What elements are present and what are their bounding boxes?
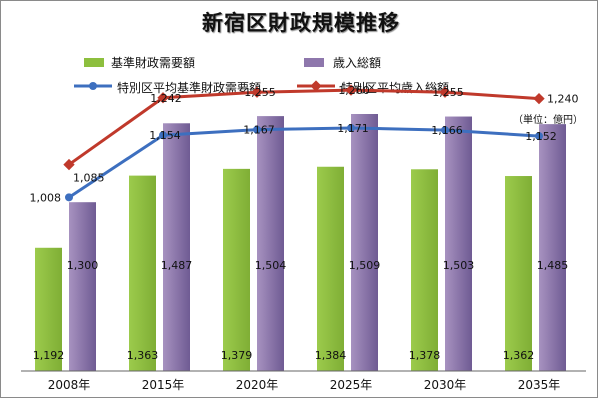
x-tick-label-5: 2030年: [424, 378, 467, 392]
line-label-2-4: 1,260: [338, 84, 370, 97]
line-label-2-2: 1,242: [150, 92, 182, 105]
bar-label-1-1: 1,192: [33, 349, 65, 362]
line-series-2: [68, 88, 540, 166]
line-label-1-6: 1,152: [525, 130, 557, 143]
line-label-2-5: 1,255: [432, 86, 464, 99]
bar-label-2-1: 1,300: [67, 259, 99, 272]
line-label-2-6: 1,240: [547, 93, 579, 106]
bar-1-2: [129, 175, 156, 371]
x-tick-label-6: 2035年: [518, 378, 561, 392]
line-label-1-5: 1,166: [431, 124, 463, 137]
unit-label: （単位：億円）: [513, 115, 583, 126]
line-label-1-2: 1,154: [149, 129, 181, 142]
line-point-1-3: [253, 125, 261, 134]
bar-label-1-2: 1,363: [127, 349, 159, 362]
bar-2-4: [351, 114, 378, 371]
bar-label-2-4: 1,509: [349, 259, 381, 272]
bar-label-2-5: 1,503: [443, 259, 475, 272]
line-label-2-3: 1,255: [244, 86, 276, 99]
line-point-1-5: [441, 126, 449, 135]
bar-2-3: [257, 116, 284, 371]
legend-marker-line-1: [89, 82, 97, 90]
bar-label-2-3: 1,504: [255, 259, 287, 272]
legend-label-line-1: 特別区平均基準財政需要額: [117, 81, 262, 95]
bar-1-5: [411, 169, 438, 371]
bar-2-2: [163, 123, 190, 371]
line-label-1-1: 1,008: [30, 191, 62, 204]
x-tick-label-1: 2008年: [48, 378, 91, 392]
line-point-1-1: [65, 193, 73, 202]
legend-swatch-bar-2: [304, 58, 324, 67]
x-tick-label-4: 2025年: [330, 378, 373, 392]
bar-2-5: [445, 116, 472, 371]
line-point-1-2: [159, 131, 167, 140]
line-point-1-6: [535, 132, 543, 141]
bars: [35, 114, 566, 371]
bar-2-6: [539, 124, 566, 371]
bar-label-1-6: 1,362: [503, 349, 535, 362]
bar-label-1-5: 1,378: [409, 349, 441, 362]
line-point-1-4: [347, 123, 355, 132]
chart-title: 新宿区財政規模推移: [202, 11, 400, 35]
bar-1-4: [317, 166, 344, 371]
legend-label-bar-2: 歳入総額: [333, 56, 382, 70]
x-tick-label-3: 2020年: [236, 378, 279, 392]
bar-label-1-4: 1,384: [315, 349, 347, 362]
line-point-2-6: [533, 92, 545, 105]
line-series-1: [68, 126, 540, 199]
line-label-1-3: 1,167: [243, 124, 275, 137]
bar-2-1: [69, 202, 96, 371]
bar-1-3: [223, 168, 250, 371]
bar-label-2-2: 1,487: [161, 259, 193, 272]
data-labels: 1,192 1,363 1,379 1,384 1,378 1,362 1,300 1,487…: [30, 84, 579, 362]
bar-label-1-3: 1,379: [221, 349, 253, 362]
legend-swatches: [74, 58, 335, 92]
bar-label-2-6: 1,485: [537, 259, 569, 272]
bar-1-1: [35, 247, 62, 371]
line-label-1-4: 1,171: [337, 122, 369, 135]
bar-1-6: [505, 176, 532, 371]
line-label-2-1: 1,085: [73, 172, 105, 185]
legend-swatch-bar-1: [84, 58, 104, 67]
legend-label-bar-1: 基準財政需要額: [111, 56, 196, 70]
x-tick-label-2: 2015年: [142, 378, 185, 392]
x-axis: 2008年 2015年 2020年 2025年 2030年 2035年: [21, 370, 586, 392]
